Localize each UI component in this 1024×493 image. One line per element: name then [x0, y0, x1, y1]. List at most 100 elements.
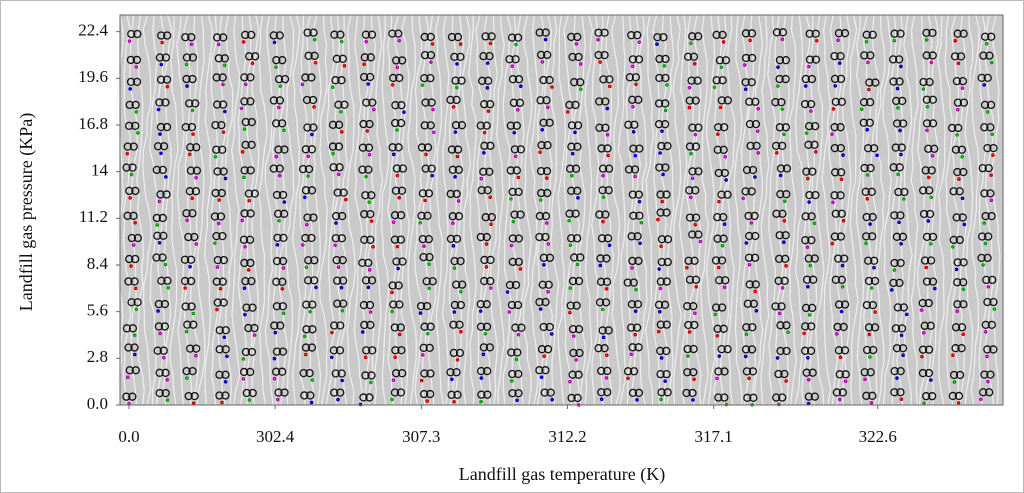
glyph-dot — [989, 173, 993, 177]
glyph-dot — [756, 107, 760, 111]
glyph-dot — [841, 264, 845, 268]
glyph-dot — [784, 264, 788, 268]
glyph-dot — [922, 331, 926, 335]
glyph-dot — [487, 109, 491, 113]
glyph-dot — [572, 334, 576, 338]
glyph-dot — [783, 199, 787, 203]
glyph-dot — [396, 267, 400, 271]
glyph-dot — [841, 285, 845, 289]
glyph-dot — [926, 105, 930, 109]
glyph-dot — [244, 83, 248, 87]
glyph-dot — [714, 313, 718, 317]
glyph-dot — [569, 243, 573, 247]
glyph-dot — [782, 240, 786, 244]
glyph-dot — [217, 222, 221, 226]
glyph-dot — [341, 309, 345, 313]
glyph-dot — [507, 310, 511, 314]
glyph-dot — [390, 310, 394, 314]
glyph-dot — [426, 332, 430, 336]
glyph-dot — [546, 105, 550, 109]
glyph-dot — [750, 221, 754, 225]
glyph-dot — [605, 353, 609, 357]
glyph-dot — [278, 84, 282, 88]
glyph-dot — [601, 308, 605, 312]
glyph-dot — [275, 155, 279, 159]
glyph-dot — [336, 398, 340, 402]
glyph-dot — [368, 153, 372, 157]
glyph-dot — [425, 399, 429, 403]
glyph-dot — [190, 196, 194, 200]
glyph-dot — [550, 398, 554, 402]
glyph-dot — [128, 196, 132, 200]
glyph-dot — [339, 110, 343, 114]
glyph-dot — [875, 153, 879, 157]
glyph-dot — [547, 242, 551, 246]
glyph-dot — [243, 313, 247, 317]
glyph-dot — [694, 133, 698, 137]
glyph-dot — [955, 268, 959, 272]
glyph-dot — [390, 398, 394, 402]
glyph-dot — [134, 65, 138, 69]
glyph-dot — [155, 223, 159, 227]
glyph-dot — [419, 311, 423, 315]
glyph-dot — [723, 285, 727, 289]
glyph-dot — [484, 332, 488, 336]
glyph-dot — [395, 128, 399, 132]
glyph-dot — [955, 133, 959, 137]
x-tick-label: 317.1 — [695, 427, 733, 446]
glyph-dot — [310, 401, 314, 405]
glyph-dot — [863, 377, 867, 381]
glyph-dot — [920, 308, 924, 312]
glyph-dot — [242, 40, 246, 44]
glyph-dot — [902, 197, 906, 201]
glyph-dot — [865, 197, 869, 201]
x-tick-label: 322.6 — [859, 427, 897, 446]
glyph-dot — [873, 310, 877, 314]
glyph-dot — [489, 286, 493, 290]
glyph-dot — [164, 175, 168, 179]
glyph-dot — [486, 86, 490, 90]
y-axis-title: Landfill gas pressure (KPa) — [16, 113, 37, 311]
x-tick-label: 307.3 — [402, 427, 440, 446]
glyph-dot — [743, 63, 747, 67]
glyph-dot — [722, 40, 726, 44]
glyph-dot — [568, 311, 572, 315]
glyph-dot — [489, 222, 493, 226]
glyph-dot — [483, 131, 487, 135]
glyph-dot — [954, 39, 958, 43]
glyph-dot — [539, 198, 543, 202]
glyph-dot — [776, 65, 780, 69]
glyph-dot — [418, 221, 422, 225]
glyph-dot — [427, 286, 431, 290]
glyph-dot — [340, 286, 344, 290]
glyph-dot — [805, 131, 809, 135]
glyph-dot — [747, 377, 751, 381]
glyph-dot — [158, 332, 162, 336]
glyph-dot — [243, 286, 247, 290]
glyph-dot — [221, 83, 225, 87]
glyph-dot — [809, 109, 813, 113]
glyph-dot — [251, 61, 255, 65]
glyph-dot — [242, 357, 246, 361]
glyph-dot — [605, 376, 609, 380]
glyph-dot — [600, 397, 604, 401]
glyph-dot — [128, 87, 132, 91]
glyph-dot — [660, 200, 664, 204]
glyph-dot — [720, 65, 724, 69]
glyph-dot — [453, 175, 457, 179]
glyph-dot — [159, 151, 163, 155]
glyph-dot — [899, 153, 903, 157]
glyph-dot — [482, 353, 486, 357]
glyph-dot — [159, 63, 163, 67]
glyph-dot — [898, 129, 902, 133]
glyph-dot — [658, 310, 662, 314]
glyph-dot — [659, 244, 663, 248]
glyph-dot — [158, 132, 162, 136]
glyph-dot — [838, 398, 842, 402]
glyph-dot — [431, 42, 435, 46]
glyph-dot — [453, 266, 457, 270]
glyph-dot — [783, 219, 787, 223]
glyph-dot — [598, 264, 602, 268]
glyph-dot — [748, 263, 752, 267]
glyph-dot — [126, 375, 130, 379]
